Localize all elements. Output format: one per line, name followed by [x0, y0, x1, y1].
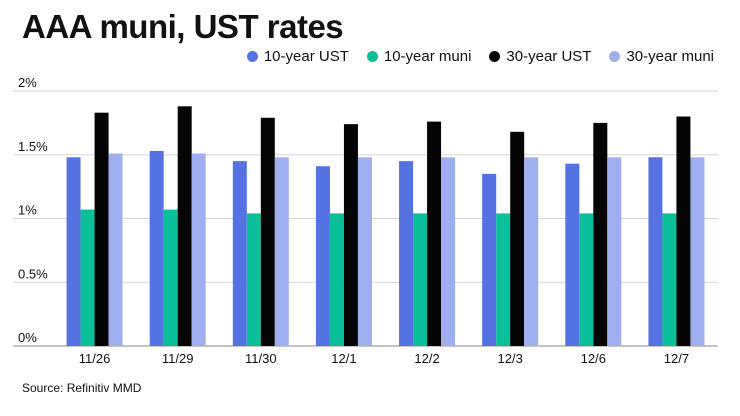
y-tick-label: 0.5% [18, 266, 48, 281]
y-tick-label: 2% [18, 75, 37, 90]
bar [524, 157, 539, 346]
bar [260, 117, 275, 347]
x-tick-label: 12/2 [414, 351, 439, 366]
y-tick-label: 0% [18, 330, 37, 345]
bar [329, 213, 344, 346]
bar [357, 157, 372, 346]
bar [163, 209, 178, 346]
bar [510, 131, 525, 346]
x-tick-label: 12/7 [664, 351, 689, 366]
x-tick-label: 12/6 [581, 351, 606, 366]
bar [66, 157, 81, 346]
y-tick-label: 1.5% [18, 139, 48, 154]
legend-label-30yr-ust: 30-year UST [506, 48, 592, 65]
bar [149, 150, 164, 346]
bar [80, 209, 95, 346]
legend-item-30yr-muni: 30-year muni [609, 48, 714, 65]
x-tick-label: 12/3 [498, 351, 523, 366]
legend-label-10yr-ust: 10-year UST [263, 48, 349, 65]
legend: 10-year UST 10-year muni 30-year UST 30-… [246, 48, 714, 65]
bar [315, 166, 330, 346]
legend-swatch-30yr-muni [609, 51, 621, 62]
bar [399, 161, 414, 346]
bar [690, 157, 705, 346]
bar [648, 157, 663, 346]
legend-label-30yr-muni: 30-year muni [626, 48, 714, 65]
legend-item-10yr-muni: 10-year muni [366, 48, 472, 65]
bar [94, 112, 109, 346]
bar [274, 157, 289, 346]
bar [441, 157, 456, 346]
x-tick-label: 11/29 [162, 351, 194, 366]
bar [191, 153, 206, 346]
bar [579, 213, 594, 346]
bar [496, 213, 511, 346]
source-note: Source: Refinitiv MMD [22, 381, 142, 395]
legend-swatch-30yr-ust [489, 51, 501, 62]
bar [246, 213, 261, 346]
bar [593, 122, 608, 346]
bar [676, 116, 691, 346]
x-tick-label: 11/26 [79, 351, 111, 366]
bar [482, 173, 497, 346]
x-tick-label: 12/1 [331, 351, 356, 366]
legend-swatch-10yr-ust [246, 51, 258, 62]
y-tick-label: 1% [18, 203, 37, 218]
bar [232, 161, 247, 346]
chart-title: AAA muni, UST rates [22, 8, 344, 45]
x-tick-label: 11/30 [245, 351, 277, 366]
bar [427, 121, 442, 346]
bar [108, 153, 123, 346]
legend-item-30yr-ust: 30-year UST [489, 48, 591, 65]
bar [607, 157, 622, 346]
bar [177, 106, 192, 346]
bar [662, 213, 677, 346]
bar [413, 213, 428, 346]
legend-swatch-10yr-muni [366, 51, 378, 62]
bar [343, 124, 358, 347]
legend-label-10yr-muni: 10-year muni [383, 48, 472, 65]
legend-item-10yr-ust: 10-year UST [246, 48, 349, 65]
bar [565, 163, 580, 346]
